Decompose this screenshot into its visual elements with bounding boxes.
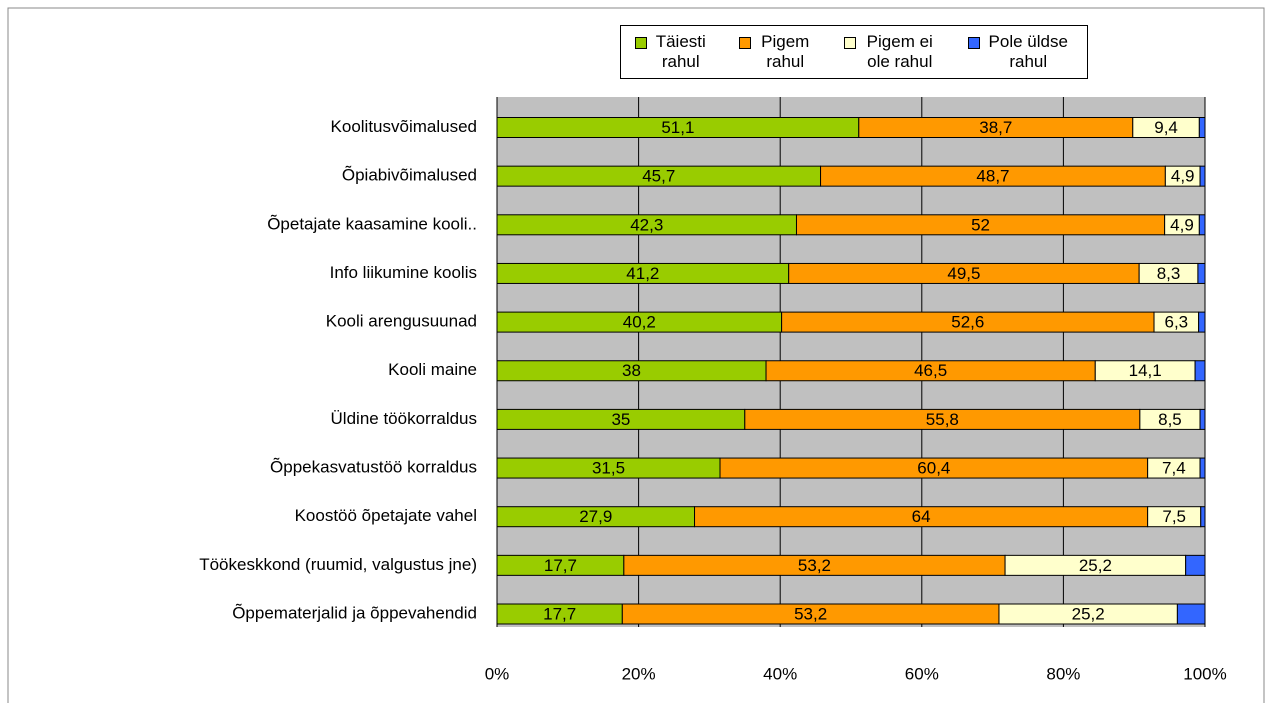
y-tick-label: Info liikumine koolis: [330, 263, 477, 282]
legend-label: Täiesti rahul: [655, 32, 706, 71]
y-tick-label: Kooli arengusuunad: [326, 312, 477, 331]
data-label: 7,5: [1162, 507, 1186, 526]
legend: Täiesti rahul Pigem rahul Pigem ei ole rah…: [620, 25, 1088, 79]
legend-swatch: [843, 37, 856, 49]
data-label: 41,2: [626, 264, 659, 283]
legend-label: Pigem rahul: [761, 32, 810, 71]
data-label: 49,5: [947, 264, 980, 283]
data-label: 52,6: [951, 313, 984, 332]
x-tick-label: 40%: [763, 664, 797, 683]
data-label: 35: [611, 410, 630, 429]
data-label: 9,4: [1154, 118, 1178, 137]
legend-swatch: [968, 37, 981, 49]
data-label: 46,5: [914, 361, 947, 380]
legend-label: Pigem ei ole rahul: [866, 32, 933, 71]
data-label: 42,3: [630, 215, 663, 234]
data-label: 25,2: [1072, 604, 1105, 623]
data-label: 45,7: [642, 167, 675, 186]
data-label: 4,9: [1170, 215, 1194, 234]
data-label: 6,3: [1165, 313, 1189, 332]
legend-label: Pole üldse rahul: [988, 32, 1068, 71]
bar-segment: [1194, 360, 1206, 382]
y-tick-label: Õppematerjalid ja õppevahendid: [232, 603, 477, 622]
legend-swatch: [739, 37, 752, 49]
data-label: 53,2: [798, 556, 831, 575]
bar-segment: [1199, 408, 1206, 430]
x-tick-label: 80%: [1046, 664, 1080, 683]
data-label: 52: [971, 215, 990, 234]
y-tick-label: Õppekasvatustöö korraldus: [270, 458, 477, 477]
data-label: 64: [912, 507, 931, 526]
x-tick-label: 100%: [1183, 664, 1226, 683]
bar-segment: [1198, 214, 1206, 236]
legend-entry: Pole üldse rahul: [968, 32, 1073, 72]
x-tick-label: 0%: [485, 664, 510, 683]
y-tick-label: Koolitusvõimalused: [331, 117, 477, 136]
data-label: 60,4: [917, 459, 950, 478]
legend-swatch: [634, 37, 647, 49]
data-label: 8,5: [1158, 410, 1182, 429]
bar-segment: [1199, 457, 1206, 479]
data-label: 38,7: [979, 118, 1012, 137]
data-label: 25,2: [1079, 556, 1112, 575]
data-label: 51,1: [661, 118, 694, 137]
data-label: 31,5: [592, 459, 625, 478]
data-label: 53,2: [794, 604, 827, 623]
legend-entry: Pigem rahul: [739, 32, 816, 72]
x-tick-label: 20%: [622, 664, 656, 683]
data-label: 27,9: [579, 507, 612, 526]
data-label: 17,7: [543, 604, 576, 623]
data-label: 7,4: [1162, 459, 1186, 478]
y-tick-label: Õpiabivõimalused: [342, 166, 477, 185]
bar-segment: [1198, 311, 1206, 333]
data-label: 4,9: [1171, 167, 1195, 186]
data-label: 8,3: [1157, 264, 1181, 283]
data-label: 38: [622, 361, 641, 380]
y-tick-label: Töökeskkond (ruumid, valgustus jne): [199, 555, 477, 574]
bar-segment: [1199, 165, 1206, 187]
data-label: 55,8: [926, 410, 959, 429]
x-tick-label: 60%: [905, 664, 939, 683]
y-tick-label: Koostöö õpetajate vahel: [295, 506, 477, 525]
bar-segment: [1176, 603, 1206, 625]
legend-entry: Täiesti rahul: [634, 32, 712, 72]
y-tick-label: Kooli maine: [388, 360, 477, 379]
bar-segment: [1197, 262, 1206, 284]
bar-segment: [1198, 117, 1206, 138]
y-tick-label: Üldine töökorraldus: [331, 409, 477, 428]
bar-segment: [1200, 506, 1206, 528]
bar-segment: [1185, 554, 1206, 576]
y-tick-label: Õpetajate kaasamine kooli..: [267, 214, 477, 233]
data-label: 40,2: [623, 313, 656, 332]
legend-entry: Pigem ei ole rahul: [843, 32, 941, 72]
data-label: 17,7: [544, 556, 577, 575]
data-label: 48,7: [976, 167, 1009, 186]
data-label: 14,1: [1129, 361, 1162, 380]
